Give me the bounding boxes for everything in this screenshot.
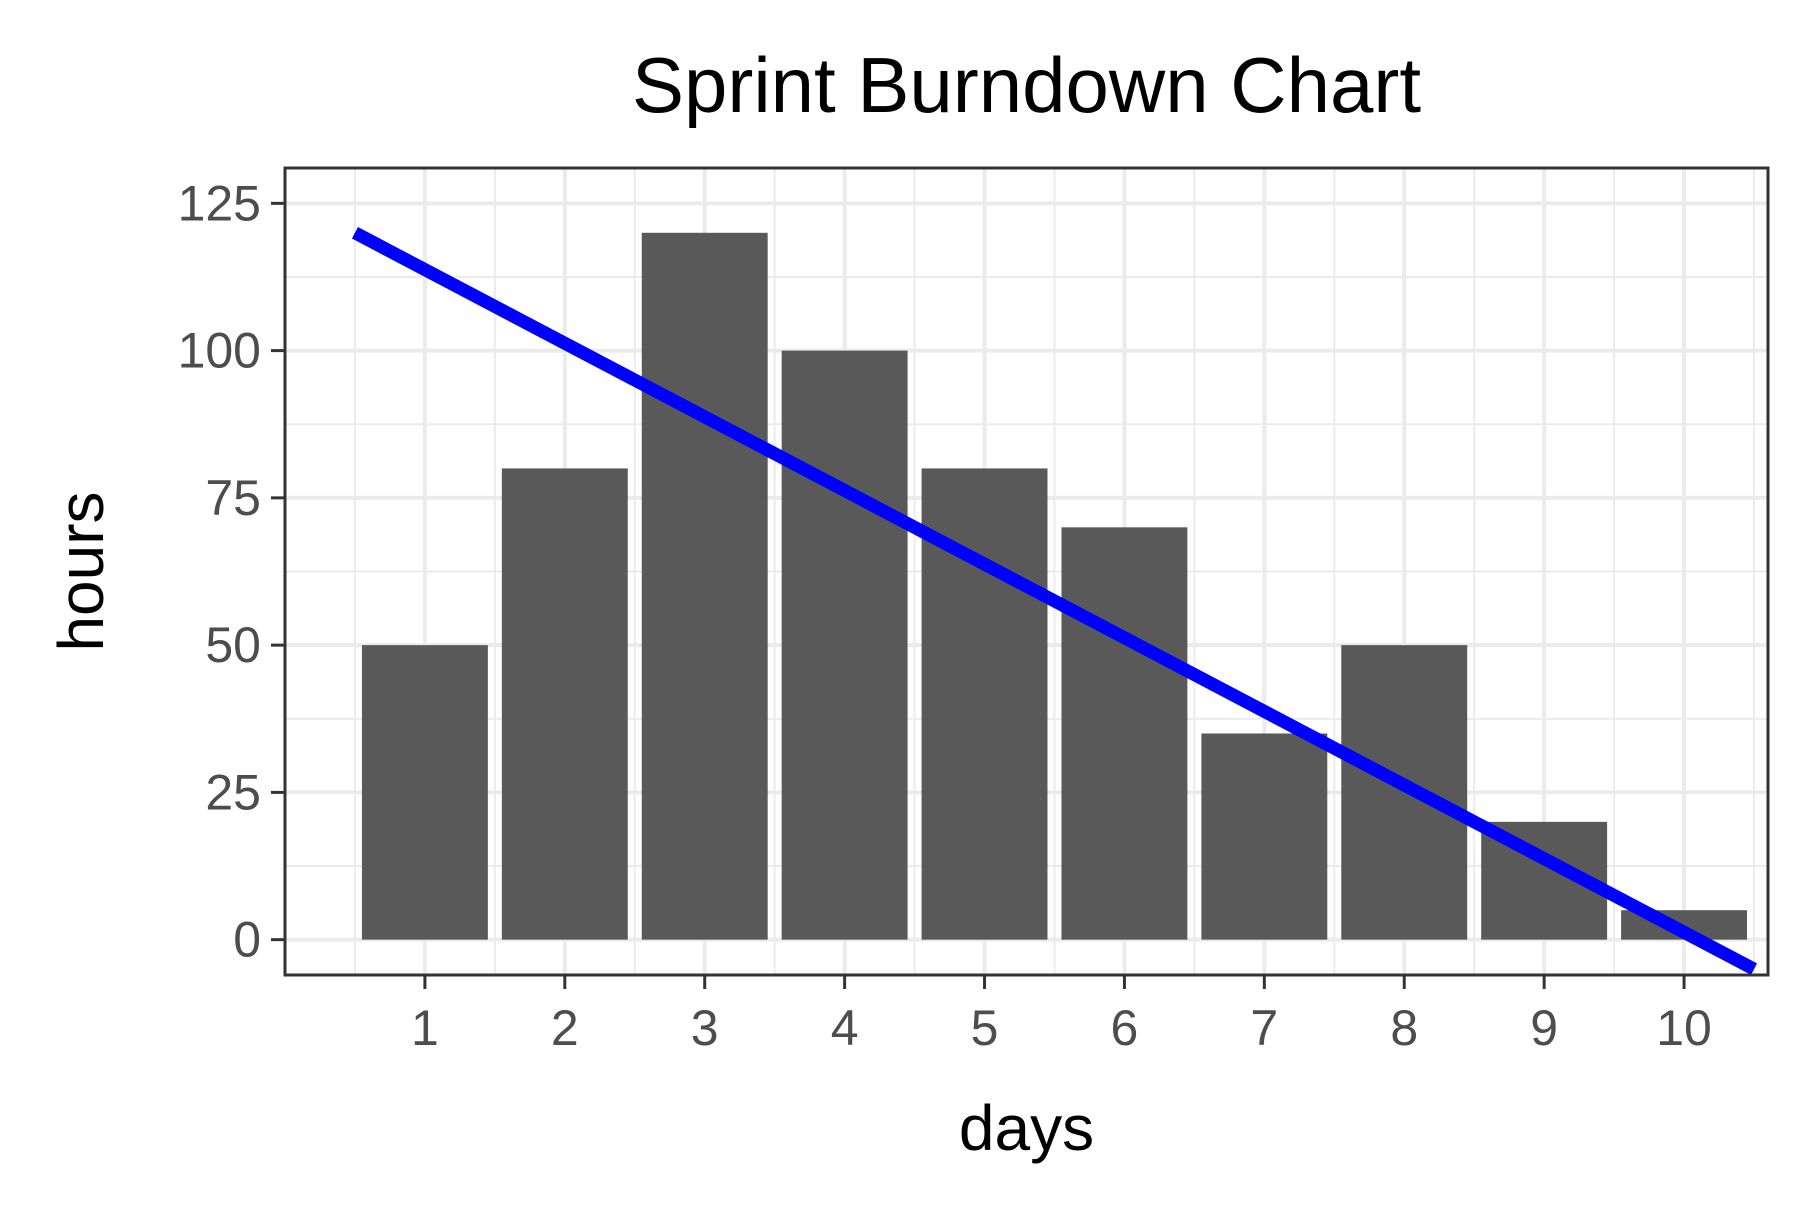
x-axis-title: days [959, 1092, 1094, 1164]
bar-day-8 [1341, 645, 1468, 940]
bar-day-7 [1201, 733, 1328, 940]
x-tick-label: 1 [411, 1000, 439, 1056]
y-tick-label: 125 [178, 175, 261, 231]
y-tick-label: 75 [205, 470, 261, 526]
y-tick-label: 50 [205, 617, 261, 673]
bar-day-4 [781, 350, 908, 940]
y-tick-label: 0 [233, 912, 261, 968]
x-tick-label: 4 [831, 1000, 859, 1056]
bar-day-1 [361, 645, 488, 940]
trend-line [351, 227, 1758, 975]
x-tick-label: 9 [1530, 1000, 1558, 1056]
y-tick-label: 100 [178, 323, 261, 379]
x-tick-label: 7 [1250, 1000, 1278, 1056]
bars [361, 232, 1748, 940]
bar-day-6 [1061, 527, 1188, 940]
y-axis-title: hours [45, 491, 117, 651]
x-tick-label: 3 [691, 1000, 719, 1056]
x-axis: 1 2 3 4 5 6 7 8 9 10 [411, 975, 1712, 1056]
trend-line-layer [351, 227, 1758, 975]
x-tick-label: 2 [551, 1000, 579, 1056]
x-tick-label: 10 [1656, 1000, 1712, 1056]
panel-border [283, 166, 1770, 977]
bar-day-3 [641, 232, 768, 940]
x-tick-label: 8 [1390, 1000, 1418, 1056]
x-tick-label: 6 [1111, 1000, 1139, 1056]
y-tick-label: 25 [205, 764, 261, 820]
y-axis: 0 25 50 75 100 125 [178, 175, 285, 968]
bar-day-2 [501, 468, 628, 940]
x-tick-label: 5 [971, 1000, 999, 1056]
chart-title: Sprint Burndown Chart [632, 41, 1421, 129]
